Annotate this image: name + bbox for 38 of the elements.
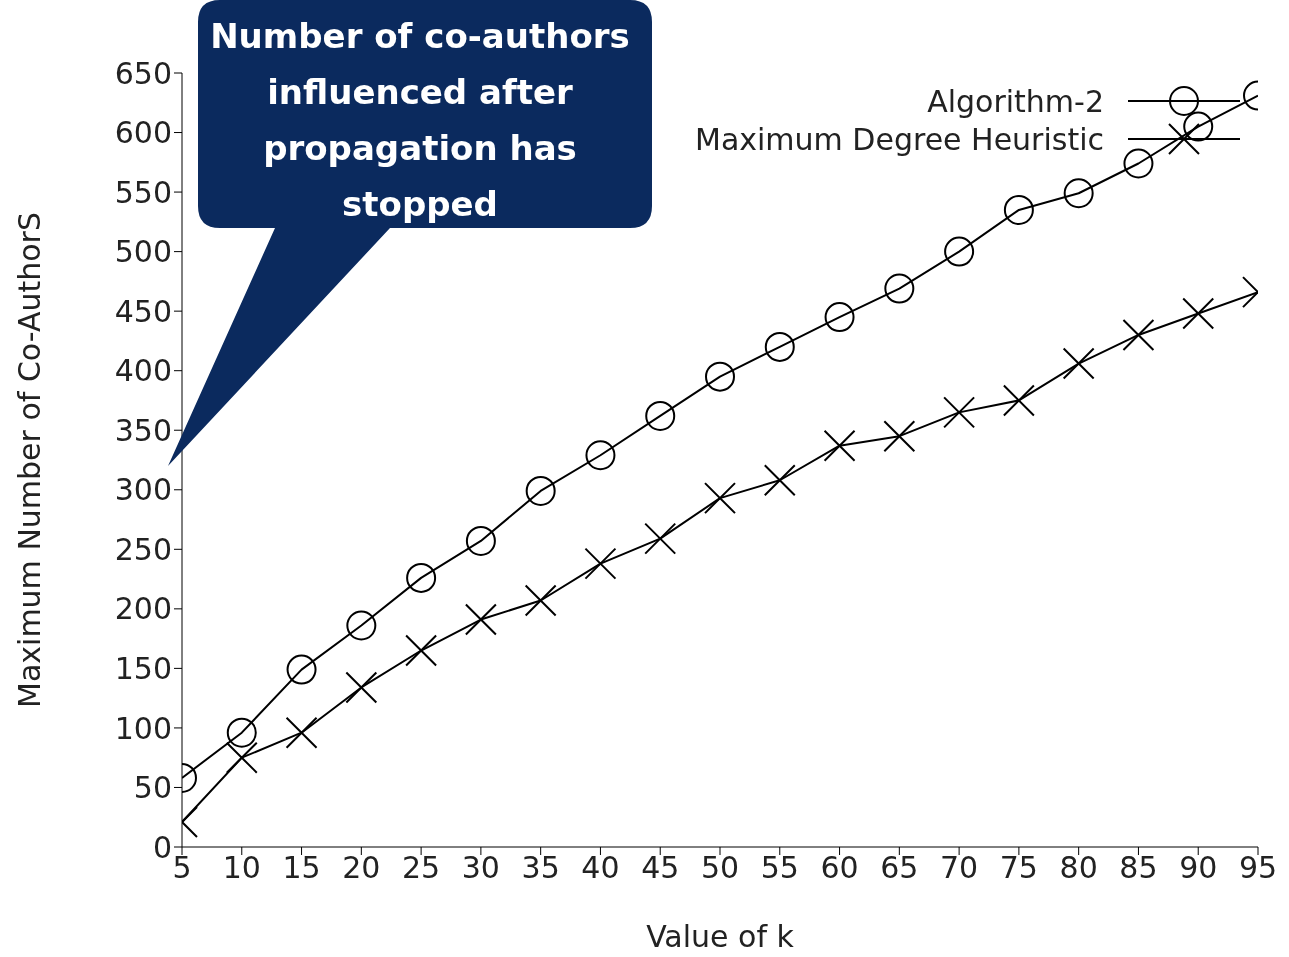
x-tick-label: 50: [700, 850, 740, 886]
x-tick-label: 5: [172, 850, 192, 886]
x-tick-label: 60: [820, 850, 859, 886]
y-axis-title: Maximum Number of Co-AuthorS: [12, 212, 47, 708]
y-tick-label: 250: [114, 531, 172, 567]
legend-label: Algorithm-2: [927, 83, 1104, 119]
y-tick-label: 450: [114, 293, 172, 329]
y-tick-label: 350: [114, 412, 172, 448]
annotation: Number of co-authors influenced after propagation has stopped: [209, 15, 631, 226]
y-tick-label: 150: [114, 651, 172, 687]
x-tick-label: 35: [521, 850, 560, 886]
y-tick-label: 300: [114, 472, 172, 508]
y-tick-label: 0: [152, 829, 172, 865]
x-axis-title: Value of k: [646, 919, 795, 954]
x-tick-label: 30: [461, 850, 500, 886]
x-tick-label: 65: [880, 850, 919, 886]
x-tick-label: 40: [581, 850, 620, 886]
x-tick-label: 20: [342, 850, 381, 886]
x-tick-label: 15: [282, 850, 321, 886]
x-tick-label: 70: [940, 850, 979, 886]
x-tick-label: 80: [1059, 850, 1098, 886]
y-tick-label: 200: [114, 591, 172, 627]
y-tick-label: 550: [114, 174, 172, 210]
y-tick-label: 650: [114, 55, 172, 91]
x-tick-label: 45: [641, 850, 680, 886]
x-tick-label: 85: [1119, 850, 1158, 886]
legend-label: Maximum Degree Heuristic: [695, 121, 1104, 157]
x-tick-label: 95: [1238, 850, 1278, 886]
y-tick-label: 600: [114, 115, 172, 151]
y-tick-label: 50: [133, 770, 172, 806]
x-tick-label: 90: [1179, 850, 1218, 886]
y-tick-label: 500: [114, 234, 172, 270]
y-tick-label: 100: [114, 710, 172, 746]
x-tick-label: 75: [999, 850, 1038, 886]
x-tick-label: 25: [402, 850, 441, 886]
x-tick-label: 10: [222, 850, 261, 886]
y-tick-label: 400: [114, 353, 172, 389]
x-tick-label: 55: [760, 850, 799, 886]
